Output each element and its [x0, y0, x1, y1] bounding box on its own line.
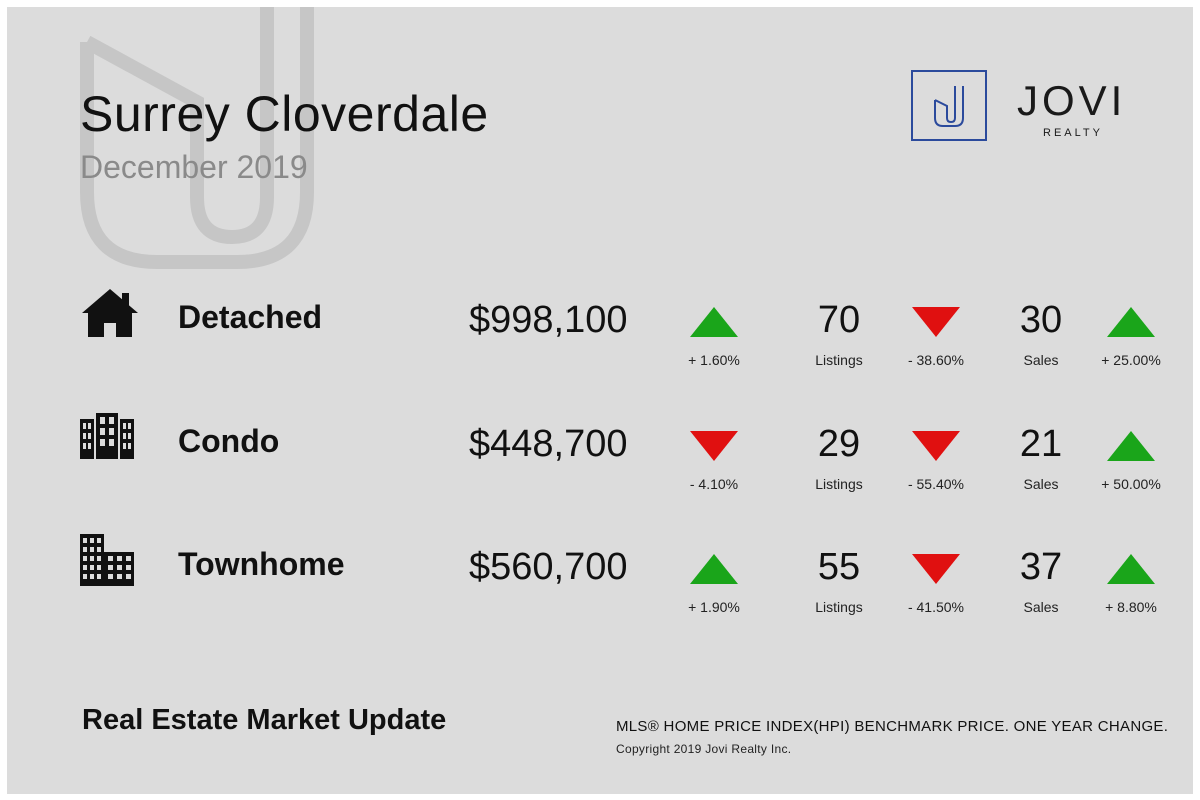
j-logo-icon	[934, 86, 964, 127]
price-trend-up-icon	[690, 554, 738, 584]
townhome-building-icon	[80, 534, 134, 586]
listings-trend-down-icon	[912, 554, 960, 584]
listings-trend-down-icon	[912, 431, 960, 461]
price-trend-down-icon	[690, 431, 738, 461]
sales-label: Sales	[1023, 599, 1059, 615]
condo-row: Condo $448,700 - 4.10% 29 Listings - 55.…	[7, 411, 1193, 511]
sales-trend-up-icon	[1107, 431, 1155, 461]
sales-count: 30	[1019, 299, 1063, 341]
sales-count: 37	[1019, 546, 1063, 588]
benchmark-price: $998,100	[469, 299, 628, 341]
market-update-card: Surrey Cloverdale December 2019 JOVI REA…	[7, 7, 1193, 794]
house-icon	[82, 289, 138, 337]
price-change: + 1.60%	[688, 352, 740, 368]
page-title: Surrey Cloverdale	[80, 86, 489, 142]
listings-count: 29	[817, 423, 861, 465]
sales-label: Sales	[1023, 352, 1059, 368]
logo-subtext: REALTY	[1043, 127, 1103, 139]
property-type-name: Condo	[178, 423, 280, 459]
listings-trend-down-icon	[912, 307, 960, 337]
watermark-j-logo	[80, 7, 314, 269]
benchmark-price: $448,700	[469, 423, 628, 465]
listings-label: Listings	[815, 352, 863, 368]
price-change: + 1.90%	[688, 599, 740, 615]
copyright-text: Copyright 2019 Jovi Realty Inc.	[616, 742, 792, 756]
listings-change: - 55.40%	[907, 476, 965, 492]
logo-wordmark: JOVI	[1017, 77, 1127, 124]
sales-label: Sales	[1023, 476, 1059, 492]
price-trend-up-icon	[690, 307, 738, 337]
sales-trend-up-icon	[1107, 307, 1155, 337]
listings-count: 70	[817, 299, 861, 341]
footer-title: Real Estate Market Update	[82, 704, 447, 736]
sales-trend-up-icon	[1107, 554, 1155, 584]
condo-building-icon	[80, 413, 134, 459]
price-change: - 4.10%	[689, 476, 739, 492]
sales-count: 21	[1019, 423, 1063, 465]
jovi-logo-mark	[911, 70, 987, 141]
benchmark-price: $560,700	[469, 546, 628, 588]
listings-change: - 38.60%	[907, 352, 965, 368]
listings-label: Listings	[815, 476, 863, 492]
property-type-name: Detached	[178, 299, 323, 335]
page-subtitle: December 2019	[80, 149, 308, 185]
sales-change: + 25.00%	[1101, 352, 1161, 368]
listings-change: - 41.50%	[907, 599, 965, 615]
hpi-footnote: MLS® HOME PRICE INDEX(HPI) BENCHMARK PRI…	[616, 718, 1169, 735]
listings-label: Listings	[815, 599, 863, 615]
sales-change: + 50.00%	[1101, 476, 1161, 492]
sales-change: + 8.80%	[1105, 599, 1157, 615]
listings-count: 55	[817, 546, 861, 588]
townhome-row: Townhome $560,700 + 1.90% 55 Listings - …	[7, 534, 1193, 634]
property-type-name: Townhome	[178, 546, 345, 582]
detached-row: Detached $998,100 + 1.60% 70 Listings - …	[7, 287, 1193, 387]
